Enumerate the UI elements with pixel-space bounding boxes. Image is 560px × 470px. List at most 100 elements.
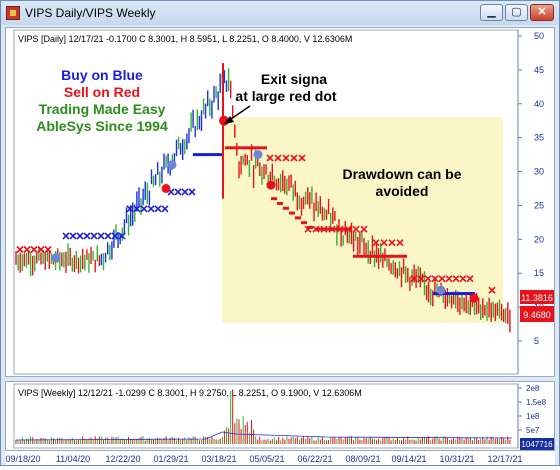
stop-x-mark [126,205,134,213]
y-tick-label: 50 [534,31,544,41]
exit-arrow [227,105,251,122]
volume-bars [15,390,513,444]
ad-line-tagline: Trading Made Easy [39,101,166,117]
stop-x-mark [396,239,404,247]
stop-dash [255,146,261,150]
sell-dot [266,180,276,190]
drawdown-annotation-line1: Drawdown can be [342,166,461,182]
x-tick-label: 09/18/20 [5,454,40,464]
volume-chart-panel[interactable]: VIPS [Weekly] 12/12/21 -1.0299 C 8.3001,… [5,381,555,451]
stop-dash [433,292,439,296]
volume-tick-label: 5e7 [526,426,540,435]
stop-x-mark [147,205,155,213]
title-bar[interactable]: VIPS Daily/VIPS Weekly ▁ ▢ ✕ [1,1,559,25]
stop-x-mark [352,225,360,233]
x-tick-label: 01/29/21 [153,454,188,464]
stop-dash [345,227,351,231]
drawdown-highlight-box [222,117,503,323]
window-title: VIPS Daily/VIPS Weekly [25,6,156,20]
stop-x-mark [188,188,196,196]
x-tick-label: 03/18/21 [201,454,236,464]
stop-dash [365,254,371,258]
stop-x-mark [111,232,119,240]
stop-dash [389,254,395,258]
stop-dash [333,227,339,231]
stop-dash [315,227,321,231]
stop-dash [295,216,301,220]
stop-x-mark [76,232,84,240]
stop-x-mark [161,205,169,213]
price-chart-panel[interactable]: 5045403530252015105 VIPS [Daily] 12/17/2… [5,27,555,377]
stop-dash [353,254,359,258]
ad-line-sell: Sell on Red [64,84,140,100]
volume-tick-label: 1.5e8 [526,398,547,407]
minimize-button[interactable]: ▁ [480,4,503,21]
stop-x-mark [466,275,474,283]
stop-dash [225,146,231,150]
price-chart[interactable]: 5045403530252015105 VIPS [Daily] 12/17/2… [6,28,554,376]
stop-dash [445,292,451,296]
stop-dash [469,292,475,296]
sell-dot [469,293,479,303]
stop-dash [383,254,389,258]
stop-dash [243,146,249,150]
stop-x-mark [167,188,175,196]
chart-header: VIPS [Daily] 12/17/21 -0.1700 C 8.3001, … [18,34,352,44]
stop-dash [211,153,217,157]
stop-x-mark [69,232,77,240]
stop-x-mark [118,232,126,240]
stop-x-mark [16,245,24,254]
stop-x-mark [104,232,112,240]
exit-arrow-head [224,116,234,124]
buy-dot [167,160,177,170]
stop-x-mark [154,205,162,213]
stop-x-mark [181,188,189,196]
stop-dash [377,254,383,258]
stop-dash [271,197,277,201]
stop-dash [301,221,307,225]
y-tick-label: 25 [534,200,544,210]
price-label-bottom-text: 9.4680 [523,310,551,320]
stop-x-mark [23,245,31,254]
stop-dash [395,254,401,258]
volume-chart[interactable]: VIPS [Weekly] 12/12/21 -1.0299 C 8.3001,… [6,382,554,450]
stop-dash [193,153,199,157]
stop-x-mark [97,232,105,240]
stop-dash [237,146,243,150]
price-label-bottom [520,306,554,322]
stop-x-mark [83,232,91,240]
y-tick-label: 45 [534,65,544,75]
y-tick-label: 30 [534,167,544,177]
stop-x-mark [372,239,380,247]
app-logo-icon [6,6,20,20]
y-tick-label: 5 [534,336,539,346]
stop-x-mark [44,245,52,254]
stop-x-mark [360,225,368,233]
stop-x-mark [30,245,38,254]
stop-dash [249,146,255,150]
volume-average-line [15,431,513,441]
x-tick-label: 10/31/21 [439,454,474,464]
stop-dash [205,153,211,157]
stop-x-mark [266,154,274,162]
stop-x-mark [140,205,148,213]
stop-dash [371,254,377,258]
stop-dash [457,292,463,296]
volume-label-text: 1047716 [521,440,553,449]
stop-dash [339,227,345,231]
buy-dot [51,253,61,263]
stop-x-mark [133,205,141,213]
stop-dash [217,153,223,157]
stop-x-mark [410,275,418,283]
close-button[interactable]: ✕ [530,4,554,21]
price-label-red-text: 11.3816 [521,293,553,303]
date-x-axis: 09/18/20 11/04/20 12/22/20 01/29/21 03/18/21… [5,451,555,465]
stop-x-mark [417,275,425,283]
y-tick-label: 15 [534,268,544,278]
exit-annotation-line1: Exit signa [261,71,327,87]
y-tick-label: 35 [534,133,544,143]
ad-line-since: AbleSys Since 1994 [36,118,168,134]
stop-dash [199,153,205,157]
maximize-button[interactable]: ▢ [505,4,528,21]
buy-dot [253,150,263,160]
